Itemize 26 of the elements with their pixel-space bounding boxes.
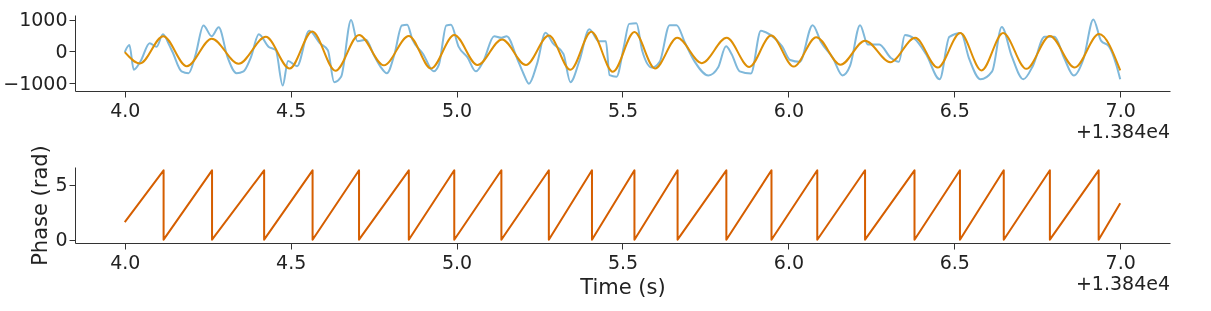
x-axis-title: Time (s)	[579, 274, 666, 299]
y-tick-label: 0	[55, 228, 68, 251]
line-series	[123, 18, 1122, 87]
x-tick-label: 5.5	[607, 250, 639, 273]
x-tick-label: 7.0	[1105, 250, 1136, 273]
x-tick-label: 7.0	[1105, 98, 1136, 121]
x-tick-label: 5.0	[441, 250, 473, 273]
x-tick-label: 4.5	[276, 250, 307, 273]
x-tick-label: 6.0	[773, 98, 805, 121]
text: +1.384e4	[1075, 120, 1170, 142]
x-tick-label: 5.5	[607, 98, 639, 121]
line-series	[123, 169, 1122, 241]
x-tick-label: 6.5	[939, 250, 970, 273]
y-tick-label: −1000	[3, 71, 68, 94]
x-tick-label: 4.5	[276, 98, 307, 121]
x-tick-label: 4.0	[110, 250, 141, 273]
line-series	[123, 30, 1122, 73]
y-tick-label: 0	[55, 39, 68, 62]
y-axis-title: Phase (rad)	[28, 145, 53, 266]
y-tick-label: 1000	[19, 8, 68, 31]
text: +1.384e4	[1075, 272, 1170, 294]
x-tick-label: 6.5	[939, 98, 970, 121]
y-tick-label: 5	[55, 173, 68, 196]
x-tick-label: 4.0	[110, 98, 141, 121]
x-tick-label: 5.0	[441, 98, 473, 121]
x-tick-label: 6.0	[773, 250, 805, 273]
